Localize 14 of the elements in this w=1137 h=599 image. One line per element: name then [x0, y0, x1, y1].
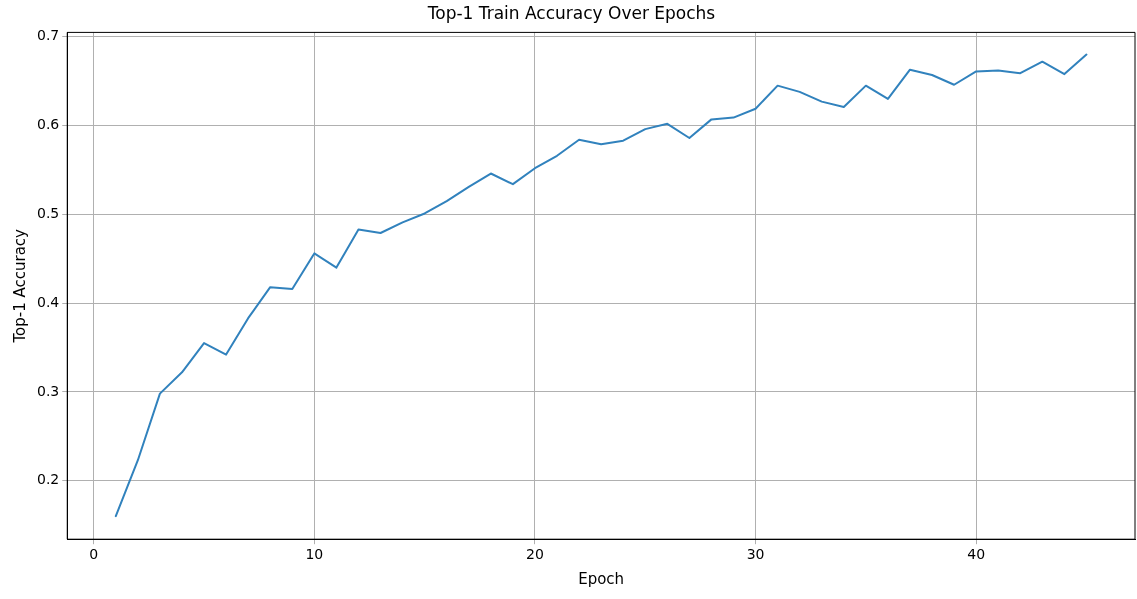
y-tick-label: 0.4	[37, 293, 60, 310]
x-axis-title: Epoch	[578, 569, 625, 588]
x-tick-label: 10	[305, 546, 324, 563]
y-axis-title: Top-1 Accuracy	[10, 228, 29, 344]
y-tick-label: 0.6	[37, 116, 60, 133]
y-tick-label: 0.7	[37, 27, 60, 44]
x-tick-label: 0	[89, 546, 99, 563]
x-tick-label: 30	[746, 546, 765, 563]
x-tick-label: 20	[526, 546, 544, 563]
y-tick-label: 0.5	[37, 204, 60, 221]
x-tick-label: 40	[967, 546, 986, 563]
y-tick-label: 0.2	[37, 471, 60, 488]
chart-title: Top-1 Train Accuracy Over Epochs	[426, 2, 716, 23]
y-tick-label: 0.3	[37, 382, 60, 399]
